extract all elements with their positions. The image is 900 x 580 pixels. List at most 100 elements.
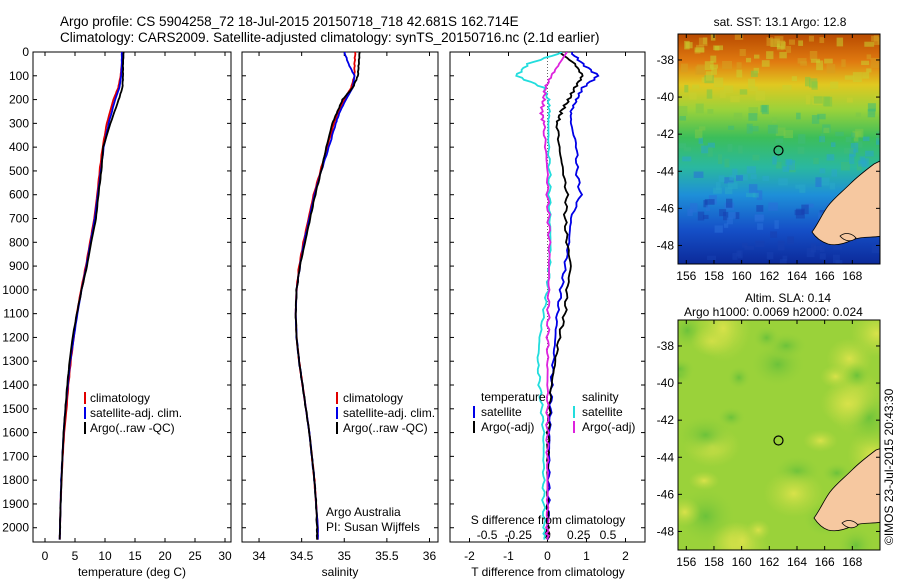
sst-cell [705,205,711,211]
sst-cell [740,174,748,181]
sla-anomaly [752,325,781,351]
sst-cell [762,175,770,181]
salinity-x-axis: 34 34.5 35 35.5 36 [252,52,436,563]
salinity-legend: climatology satellite-adj. clim. Argo(..… [336,391,435,435]
sst-cell [766,251,774,260]
sst-cell [768,202,778,211]
sst-cell [811,115,820,124]
depth-tick-label: 200 [9,93,29,107]
sst-cell [772,117,777,123]
sst-cell [736,69,743,78]
sst-cell [748,113,758,121]
sst-cell [779,51,787,59]
sst-cell [805,95,811,105]
sst-cell [748,184,758,194]
legend-t-satellite-label: satellite [481,405,522,419]
sst-cell [755,240,765,248]
sst-cell [752,154,760,161]
sst-cell [679,116,687,121]
sst-cell [815,177,822,188]
sla-anomaly [763,469,825,518]
sla-anomaly [850,320,880,358]
sst-cell [782,85,792,91]
sst-cell [826,154,835,161]
lat-tick-label: -40 [657,90,675,104]
difference-xlabel: T difference from climatology [471,565,625,579]
sst-cell [749,86,758,92]
depth-tick-label: 0 [22,45,29,59]
sst-cell [707,147,713,157]
legend-climatology-label: climatology [90,391,150,405]
sla-anomaly [803,429,838,452]
island-land [839,233,857,242]
sst-cell [820,177,830,186]
lat-tick-label: -46 [657,487,675,501]
sst-cell [866,54,872,60]
legend-climatology-label: climatology [343,391,403,405]
sst-cell [830,81,839,89]
x-tick-label: 36 [423,549,437,563]
depth-tick-label: 1900 [2,497,29,511]
salinity-panel: 34 34.5 35 35.5 36 climatology satellite-adj… [241,51,439,579]
sst-cell [695,103,704,114]
temperature-panel: 0100200300400500600700800900100011001200… [2,45,232,579]
x-tick-label: 20 [158,549,172,563]
depth-tick-label: 1300 [2,354,29,368]
sst-cell [831,169,838,177]
sst-cell [718,175,725,182]
sst-cell [767,124,778,134]
x-tick-label: -2 [464,549,475,563]
sst-cell [739,49,746,57]
sst-cell [748,107,759,115]
sst-cell [710,64,719,69]
lat-tick-label: -48 [657,238,675,252]
s-diff-tick-label: -0.25 [505,528,533,542]
depth-tick-label: 1400 [2,378,29,392]
x-tick-label: 35 [338,549,352,563]
lat-tick-label: -38 [657,339,675,353]
sst-cell [862,72,870,79]
sst-cell [775,138,784,144]
sst-cell [757,223,764,230]
sla-anomaly [694,320,752,362]
x-tick-label: 35.5 [375,549,399,563]
argo-float-marker [773,145,784,156]
sst-cell [750,174,757,180]
depth-tick-label: 1800 [2,473,29,487]
depth-tick-label: 100 [9,69,29,83]
depth-tick-label: 700 [9,212,29,226]
sst-cell [810,58,821,63]
sst-cell [823,127,830,133]
sst-cell [734,212,740,220]
lon-tick-label: 168 [842,555,862,569]
sst-cell [705,71,713,81]
sst-cell [841,162,850,171]
sla-anomaly [678,497,701,527]
depth-tick-label: 500 [9,164,29,178]
sst-cell [867,109,876,118]
lat-tick-label: -40 [657,376,675,390]
argo-float-marker [773,435,784,446]
sst-cell [779,259,787,264]
sst-cell [829,182,836,190]
x-tick-label: 25 [188,549,202,563]
sst-cell [733,112,743,120]
sst-cell [816,60,824,71]
tasmania-land [813,448,880,532]
x-tick-label: 30 [218,549,232,563]
lon-tick-label: 164 [787,269,807,283]
x-tick-label: 10 [98,549,112,563]
sst-cell [685,42,693,49]
sst-cell [748,78,756,89]
sst-cell [856,163,862,171]
sst-cell [786,160,796,171]
sst-cell [722,61,733,69]
legend-s-argo-label: Argo(-adj) [582,420,635,434]
sst-cell [844,148,854,154]
sst-cell [766,51,774,60]
temperature-xlabel: temperature (deg C) [78,565,186,579]
sst-cell [707,109,714,114]
sla-lon-axis: 156 158 160 162 164 166 168 [676,320,863,569]
x-tick-label: 2 [622,549,629,563]
sst-map: sat. SST: 13.1 Argo: 12.8 -38 -40 -42 -44 -4… [657,15,881,283]
